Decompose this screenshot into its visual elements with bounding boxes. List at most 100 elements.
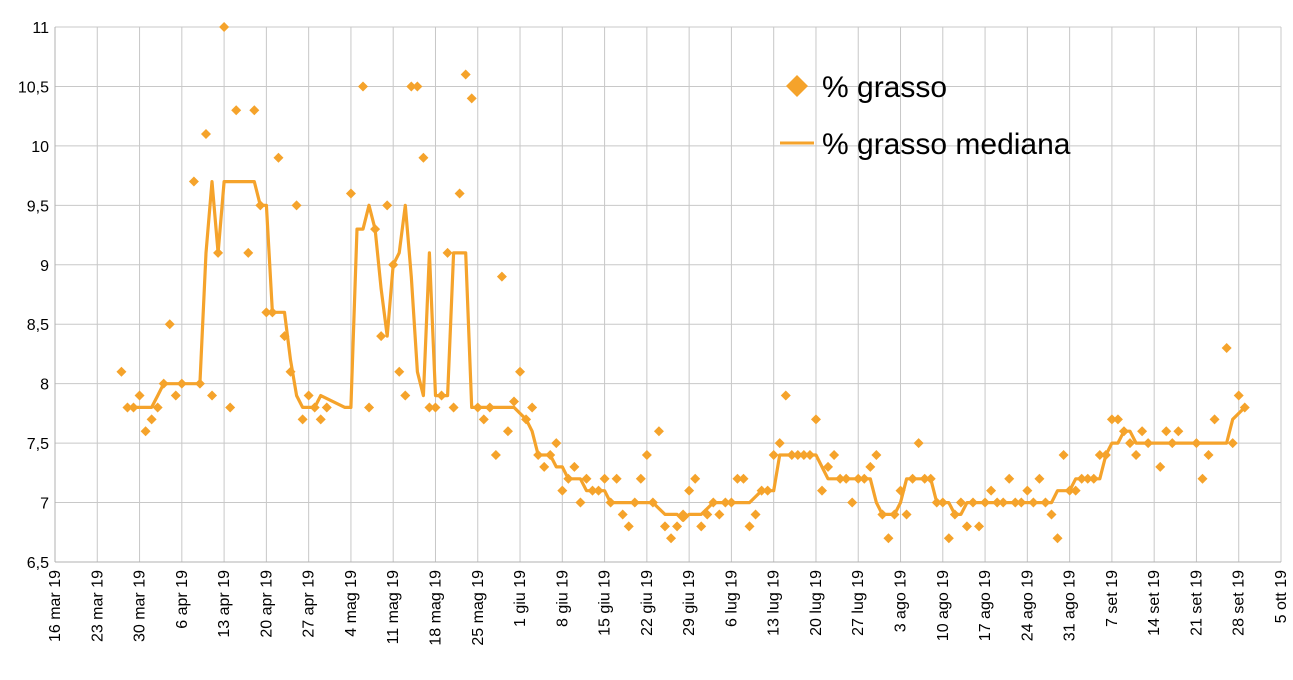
data-point [291, 200, 302, 211]
data-point [472, 402, 483, 413]
data-point [1161, 426, 1172, 437]
data-point [1112, 414, 1123, 425]
data-point [176, 378, 187, 389]
data-point [949, 509, 960, 520]
data-point [617, 509, 628, 520]
data-point [690, 473, 701, 484]
x-tick-label: 6 apr 19 [174, 570, 191, 629]
data-point [937, 497, 948, 508]
data-point [913, 438, 924, 449]
data-point [1118, 426, 1129, 437]
data-point [829, 450, 840, 460]
data-point [273, 152, 284, 163]
x-tick-label: 20 apr 19 [258, 570, 275, 638]
y-tick-label: 6,5 [27, 555, 49, 572]
data-point [1028, 497, 1039, 508]
x-tick-label: 13 lug 19 [766, 570, 783, 636]
data-point [563, 473, 574, 484]
data-point [817, 485, 828, 496]
data-point [708, 497, 719, 508]
data-point [297, 414, 308, 425]
x-tick-label: 17 ago 19 [977, 570, 994, 641]
data-point [1209, 414, 1220, 425]
data-point [768, 450, 779, 460]
legend-label-line: % grasso mediana [822, 128, 1071, 161]
data-point [774, 438, 785, 449]
data-point [859, 473, 870, 484]
data-point [1040, 497, 1051, 508]
data-point [285, 366, 296, 377]
data-point [992, 497, 1003, 508]
data-point [502, 426, 513, 437]
data-point [986, 485, 997, 496]
data-point [835, 473, 846, 484]
data-point [961, 521, 972, 532]
legend-diamond-icon [786, 75, 808, 97]
data-point [394, 366, 405, 377]
data-point [1094, 450, 1105, 460]
data-point [267, 307, 278, 318]
data-point [207, 390, 218, 401]
fat-percent-series [116, 22, 1250, 544]
data-point [659, 521, 670, 532]
data-point [1191, 438, 1202, 449]
data-point [841, 473, 852, 484]
data-point [955, 497, 966, 508]
data-point [1227, 438, 1238, 449]
x-tick-label: 18 mag 19 [427, 570, 444, 646]
data-point [1076, 473, 1087, 484]
data-point [545, 450, 556, 460]
legend: % grasso % grasso mediana [780, 71, 1071, 161]
x-tick-label: 7 set 19 [1104, 570, 1121, 627]
data-point [780, 390, 791, 401]
data-point [1022, 485, 1033, 496]
data-point [1203, 450, 1214, 460]
data-point [1106, 414, 1117, 425]
y-tick-label: 10,5 [18, 79, 49, 96]
data-point [551, 438, 562, 449]
data-point [804, 450, 815, 460]
data-point [1070, 485, 1081, 496]
data-point [164, 319, 175, 330]
data-point [243, 247, 254, 258]
x-tick-label: 20 lug 19 [808, 570, 825, 636]
x-tick-label: 16 mar 19 [47, 570, 64, 642]
data-point [1221, 343, 1232, 353]
data-point [931, 497, 942, 508]
data-point [943, 533, 954, 544]
x-tick-label: 24 ago 19 [1019, 570, 1036, 641]
data-point [1137, 426, 1148, 437]
data-point [792, 450, 803, 460]
data-point [925, 473, 936, 484]
data-point [194, 378, 205, 389]
data-point [146, 414, 157, 425]
data-point [1034, 473, 1045, 484]
x-tick-label: 10 ago 19 [935, 570, 952, 641]
data-point [702, 509, 713, 520]
data-point [315, 414, 326, 425]
data-point [684, 485, 695, 496]
data-point [400, 390, 411, 401]
data-point [871, 450, 882, 460]
x-tick-label: 4 mag 19 [343, 570, 360, 637]
data-point [1167, 438, 1178, 449]
data-point [1233, 390, 1244, 401]
data-point [376, 331, 387, 342]
data-point [980, 497, 991, 508]
x-tick-label: 29 giu 19 [681, 570, 698, 636]
data-point [1131, 450, 1142, 460]
data-point [883, 533, 894, 544]
data-point [738, 473, 749, 484]
median-line [125, 180, 1247, 523]
data-point [967, 497, 978, 508]
x-tick-label: 31 ago 19 [1062, 570, 1079, 641]
data-point [587, 485, 598, 496]
data-point [490, 450, 501, 460]
data-point [756, 485, 767, 496]
data-point [122, 402, 133, 413]
x-tick-label: 22 giu 19 [639, 570, 656, 636]
data-point [593, 485, 604, 496]
data-point [345, 188, 356, 199]
data-point [1155, 461, 1166, 472]
data-point [672, 521, 683, 532]
